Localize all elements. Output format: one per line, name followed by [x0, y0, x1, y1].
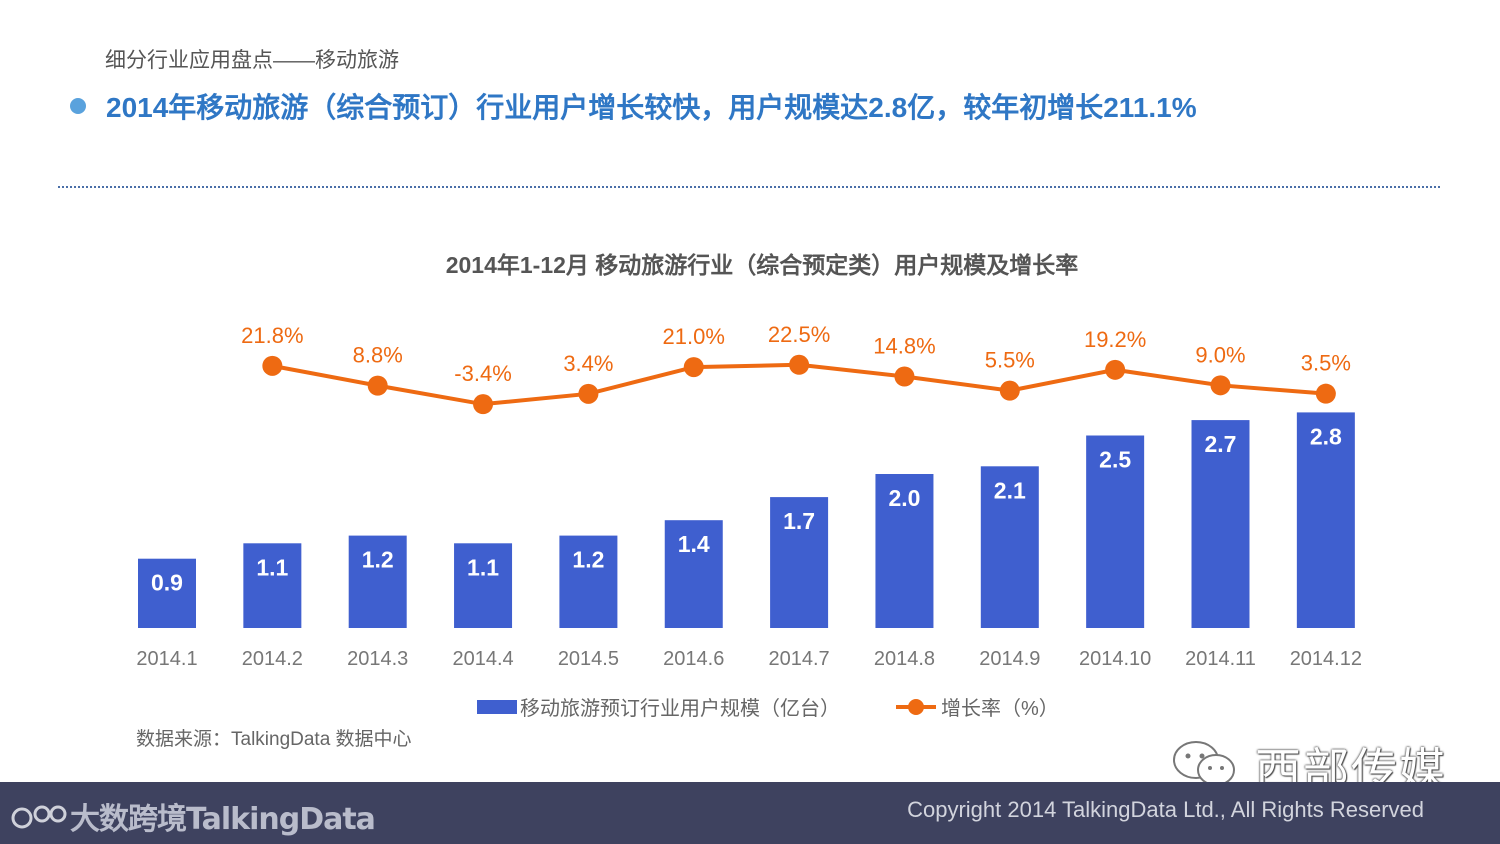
brand-name: TalkingData [186, 802, 376, 837]
growth-label: 8.8% [353, 343, 403, 368]
growth-label: 9.0% [1195, 342, 1245, 367]
bar [138, 558, 196, 628]
x-tick-label: 2014.4 [452, 648, 513, 670]
footer-logo-icon [11, 805, 67, 829]
growth-label: 22.5% [768, 322, 830, 347]
growth-point [894, 366, 915, 387]
growth-point [1105, 359, 1126, 380]
footer-brand: 大数跨境TalkingData [70, 794, 376, 838]
x-tick-label: 2014.7 [769, 648, 830, 670]
growth-point [683, 357, 704, 378]
growth-point [578, 383, 599, 404]
bar-value-label: 0.9 [151, 570, 183, 596]
bar-value-label: 1.1 [467, 554, 499, 580]
x-tick-label: 2014.12 [1290, 648, 1362, 670]
divider [58, 186, 1440, 188]
legend-bar-label: 移动旅游预订行业用户规模（亿台） [520, 697, 840, 720]
x-tick-label: 2014.8 [874, 648, 935, 670]
x-tick-label: 2014.6 [663, 648, 724, 670]
growth-label: 21.0% [663, 324, 725, 349]
combo-chart: 2014年1-12月 移动旅游行业（综合预定类）用户规模及增长率 0.9 1.1 1… [136, 252, 1362, 720]
bar-value-label: 2.7 [1205, 431, 1237, 457]
x-tick-label: 2014.5 [558, 648, 619, 670]
growth-point [367, 375, 388, 396]
bullet-icon [70, 98, 86, 114]
bar [559, 535, 618, 628]
legend-line-marker [908, 699, 924, 715]
growth-label: 19.2% [1084, 327, 1146, 352]
bar [1296, 412, 1355, 628]
bar [1086, 435, 1145, 628]
bar [664, 520, 723, 628]
bar [980, 466, 1039, 628]
growth-label: 3.4% [563, 351, 613, 376]
x-tick-label: 2014.1 [136, 648, 197, 670]
bar-value-label: 1.2 [362, 547, 394, 573]
source-note: 数据来源：TalkingData 数据中心 [136, 729, 412, 750]
x-tick-label: 2014.9 [979, 648, 1040, 670]
legend-bar-swatch [477, 700, 517, 714]
bar-value-label: 1.4 [678, 531, 710, 557]
growth-point [262, 355, 283, 376]
growth-point [789, 354, 810, 375]
bar [1191, 420, 1250, 628]
x-tick-label: 2014.2 [242, 648, 303, 670]
footer-bar [0, 782, 1500, 844]
growth-point [999, 380, 1020, 401]
growth-label: 3.5% [1301, 351, 1351, 376]
bar-value-label: 2.0 [888, 485, 920, 511]
bar-value-label: 1.7 [783, 508, 815, 534]
copyright: Copyright 2014 TalkingData Ltd., All Rig… [907, 797, 1424, 822]
growth-point [1210, 375, 1231, 396]
x-tick-label: 2014.10 [1079, 648, 1151, 670]
bar [875, 474, 934, 628]
bar [454, 543, 513, 628]
bar [770, 497, 829, 628]
legend-line-label: 增长率（%） [941, 697, 1059, 720]
bar-value-label: 1.2 [572, 547, 604, 573]
bar-value-label: 2.8 [1310, 423, 1342, 449]
growth-label: -3.4% [454, 361, 511, 386]
x-tick-label: 2014.11 [1185, 648, 1256, 670]
page-headline: 2014年移动旅游（综合预订）行业用户增长较快，用户规模达2.8亿，较年初增长2… [106, 92, 1197, 123]
bar-value-label: 2.1 [994, 477, 1026, 503]
growth-label: 21.8% [241, 323, 303, 348]
bar [348, 535, 407, 628]
bar-value-label: 1.1 [256, 554, 288, 580]
growth-point [473, 394, 494, 415]
section-title: 细分行业应用盘点——移动旅游 [105, 49, 399, 72]
chart-title: 2014年1-12月 移动旅游行业（综合预定类）用户规模及增长率 [446, 252, 1079, 278]
bar-value-label: 2.5 [1099, 447, 1131, 473]
growth-label: 14.8% [873, 334, 935, 359]
growth-point [1315, 383, 1336, 404]
wechat-icon [1173, 741, 1235, 786]
bar [243, 543, 302, 628]
x-tick-label: 2014.3 [347, 648, 408, 670]
overlay-brand: 大数跨境 [70, 802, 187, 837]
growth-label: 5.5% [985, 348, 1035, 373]
